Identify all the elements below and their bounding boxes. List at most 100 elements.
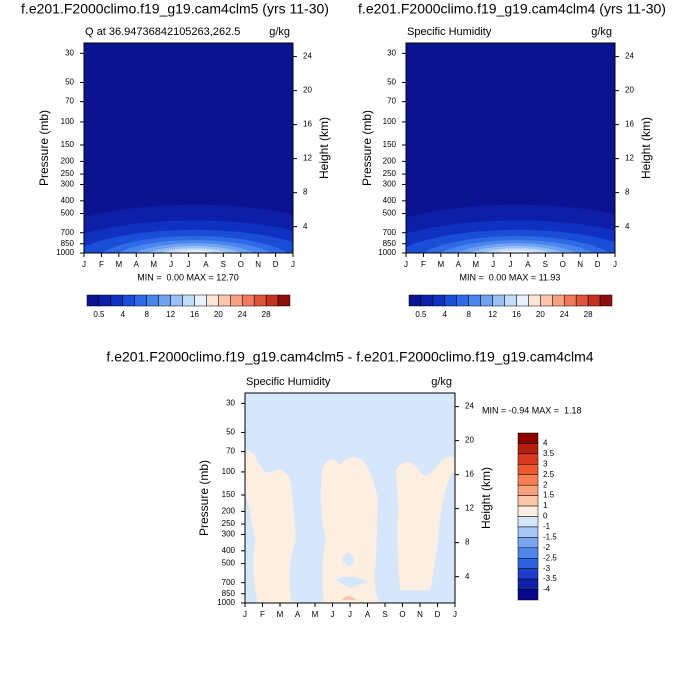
colorbar-label: -4 [543,585,551,594]
colorbar-box [517,464,539,475]
y-tick-label: 1000 [378,248,396,257]
y2-tick-label: 20 [465,436,474,445]
x-tick-label: J [613,260,617,269]
colorbar-label: 16 [190,310,199,319]
y-tick-label: 500 [222,559,236,568]
y2-tick-label: 4 [625,222,630,231]
x-tick-label: M [437,260,444,269]
units-label: g/kg [269,26,290,38]
colorbar-box [253,294,267,307]
x-tick-label: M [150,260,157,269]
colorbar-box [517,558,539,569]
y-tick-label: 100 [61,117,75,126]
colorbar-box [492,294,505,307]
panel-title: f.e201.F2000climo.f19_g19.cam4clm5 - f.e… [106,349,593,365]
colorbar-box [517,453,539,465]
x-tick-label: S [543,260,548,269]
y-tick-label: 300 [61,180,75,189]
y-tick-label: 400 [61,196,75,205]
colorbar-box [170,294,183,307]
colorbar-label: -2.5 [543,553,557,562]
y2-tick-label: 8 [465,538,470,547]
colorbar-box [552,294,565,307]
y2-axis-label: Height (km) [639,117,653,179]
x-tick-label: D [435,610,441,619]
y2-tick-label: 24 [303,52,312,61]
y2-axis-label: Height (km) [479,467,493,529]
x-tick-label: D [273,260,279,269]
y2-tick-label: 4 [303,222,308,231]
y2-tick-label: 16 [625,120,634,129]
x-tick-label: O [399,610,405,619]
colorbar-box [599,294,613,307]
colorbar-box [575,294,589,307]
y-tick-label: 100 [383,117,397,126]
x-tick-label: J [331,610,335,619]
x-tick-label: J [404,260,408,269]
colorbar-box [444,294,458,307]
colorbar-label: 8 [144,310,149,319]
colorbar-box [194,294,207,307]
colorbar-box [432,294,446,307]
y2-tick-label: 12 [465,504,474,513]
colorbar-box [517,484,539,496]
panel-subtitle: Specific Humidity [407,26,492,38]
colorbar-box [563,294,577,307]
colorbar-label: 28 [262,310,271,319]
colorbar-box [218,294,231,307]
colorbar-box [86,294,100,307]
x-tick-label: F [421,260,426,269]
colorbar-label: -1 [543,522,551,531]
y-axis-label: Pressure (mb) [360,110,374,186]
y-tick-label: 250 [61,169,75,178]
contour-band [495,250,538,253]
colorbar-label: 0.5 [415,310,427,319]
x-tick-label: A [295,610,301,619]
colorbar-label: 1.5 [543,491,555,500]
panel-subtitle: Specific Humidity [246,376,331,388]
contour-band [173,250,216,253]
y-tick-label: 500 [383,209,397,218]
x-tick-label: A [134,260,140,269]
y2-tick-label: 20 [303,86,312,95]
colorbar-box [158,294,171,307]
colorbar-box [517,495,539,507]
contour-fill [406,43,615,253]
colorbar-box [517,505,539,517]
colorbar-label: 4 [121,310,126,319]
y-tick-label: 700 [222,578,236,587]
colorbar-box [528,294,541,307]
colorbar-box [98,294,112,307]
y-tick-label: 70 [65,97,74,106]
colorbar-box [408,294,422,307]
y-tick-label: 200 [222,506,236,515]
y2-tick-label: 20 [625,86,634,95]
colorbar-box [110,294,124,307]
x-tick-label: A [525,260,531,269]
x-tick-label: N [255,260,261,269]
contour-fill [245,393,455,603]
y-tick-label: 150 [383,140,397,149]
colorbar-box [206,294,219,307]
colorbar-label: 24 [238,310,247,319]
units-label: g/kg [591,26,612,38]
y2-tick-label: 16 [303,120,312,129]
x-tick-label: A [203,260,209,269]
x-tick-label: J [187,260,191,269]
colorbar-label: -2 [543,543,551,552]
colorbar-box [265,294,279,307]
colorbar-box [587,294,601,307]
colorbar-box [516,294,529,307]
x-tick-label: M [277,610,284,619]
y-tick-label: 1000 [56,248,74,257]
colorbar-label: 0.5 [93,310,105,319]
colorbar-label: 12 [166,310,175,319]
colorbar-label: 20 [214,310,223,319]
y2-tick-label: 12 [303,154,312,163]
colorbar-label: -1.5 [543,532,557,541]
y-axis-label: Pressure (mb) [197,460,211,536]
colorbar-box [517,537,539,549]
colorbar-box [504,294,517,307]
min-max-label: MIN = 0.00 MAX = 11.93 [460,272,561,282]
x-tick-label: N [577,260,583,269]
